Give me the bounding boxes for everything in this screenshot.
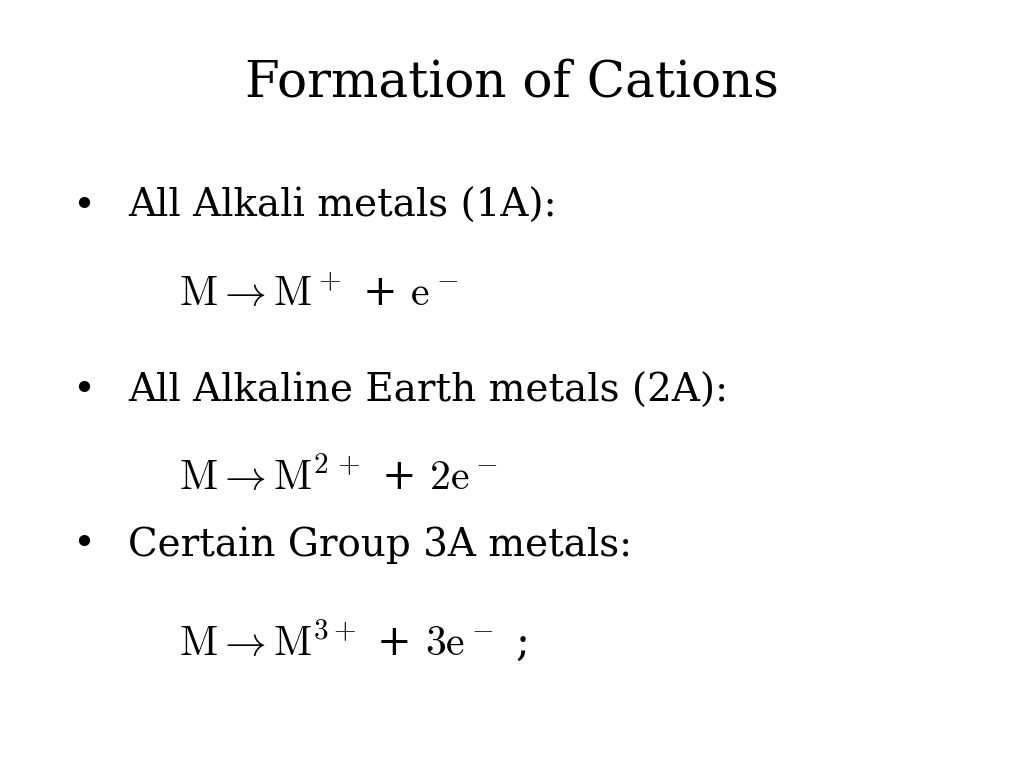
Text: $\mathrm{M} \rightarrow \mathrm{M^{2\,+}}$ + $\mathrm{2e^-}$: $\mathrm{M} \rightarrow \mathrm{M^{2\,+}… — [179, 457, 498, 499]
Text: •: • — [72, 526, 94, 563]
Text: Formation of Cations: Formation of Cations — [245, 58, 779, 107]
Text: $\mathrm{M} \rightarrow \mathrm{M^{3+}}$ + $\mathrm{3e^-}$ ;: $\mathrm{M} \rightarrow \mathrm{M^{3+}}$… — [179, 618, 527, 664]
Text: $\mathrm{M} \rightarrow \mathrm{M^+}$ + $\mathrm{e^-}$: $\mathrm{M} \rightarrow \mathrm{M^+}$ + … — [179, 273, 459, 315]
Text: All Alkali metals (1A):: All Alkali metals (1A): — [128, 188, 557, 225]
Text: •: • — [72, 372, 94, 409]
Text: All Alkaline Earth metals (2A):: All Alkaline Earth metals (2A): — [128, 372, 728, 409]
Text: •: • — [72, 188, 94, 225]
Text: Certain Group 3A metals:: Certain Group 3A metals: — [128, 526, 632, 564]
